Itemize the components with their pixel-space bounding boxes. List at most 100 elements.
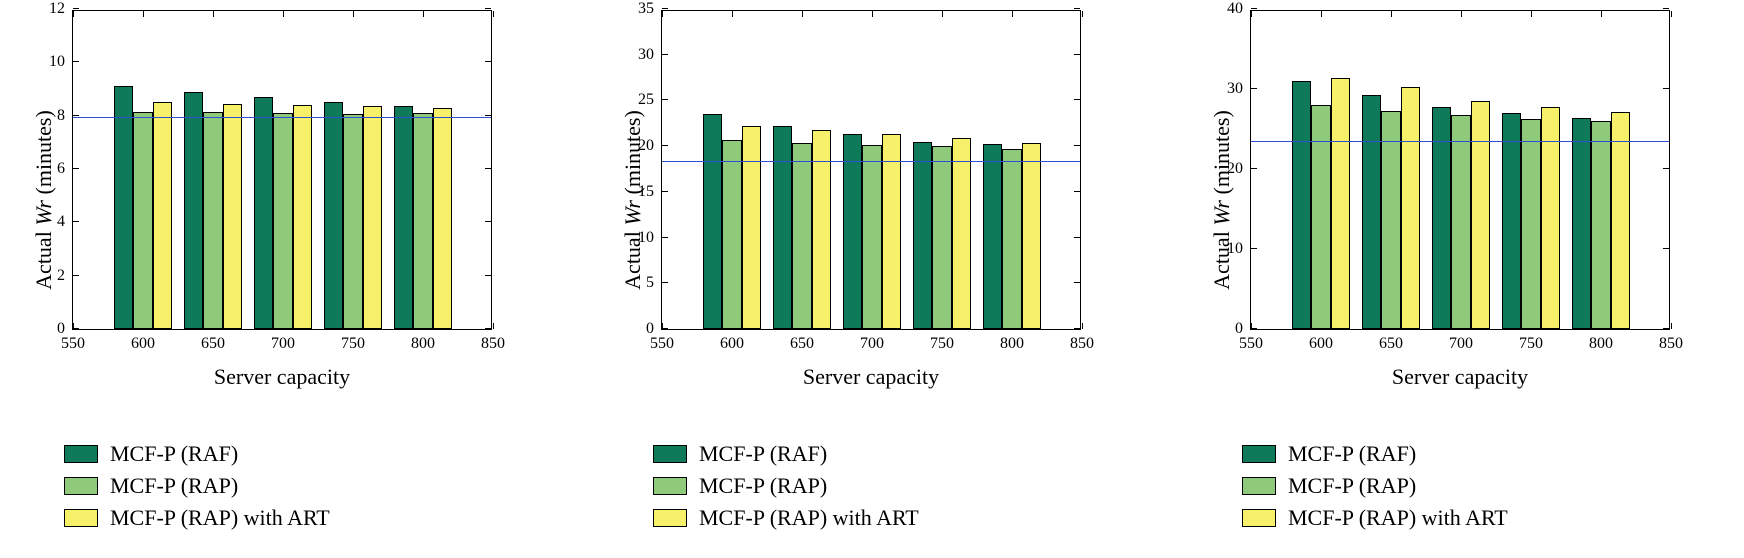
y-tick-label: 6 xyxy=(57,160,73,178)
legend-label: MCF-P (RAP) xyxy=(110,470,238,502)
y-tick-label: 4 xyxy=(57,213,73,231)
chart-panel: Actual Wr (minutes)024681012550600650700… xyxy=(20,10,492,534)
legend-item: MCF-P (RAP) xyxy=(653,470,919,502)
bar xyxy=(843,134,863,329)
bar xyxy=(254,97,274,329)
y-tick-mark xyxy=(485,61,491,62)
x-tick-label: 550 xyxy=(61,329,85,353)
x-tick-mark xyxy=(1082,11,1083,17)
y-tick-mark xyxy=(662,145,668,146)
bar xyxy=(1311,105,1331,329)
legend: MCF-P (RAF)MCF-P (RAP)MCF-P (RAP) with A… xyxy=(1242,438,1508,534)
legend-item: MCF-P (RAP) with ART xyxy=(1242,502,1508,534)
y-tick-mark xyxy=(1251,88,1257,89)
x-tick-mark xyxy=(662,11,663,17)
y-tick-mark xyxy=(1074,145,1080,146)
x-tick-mark xyxy=(1671,323,1672,329)
y-tick-mark xyxy=(1074,237,1080,238)
y-axis-label: Actual Wr (minutes) xyxy=(1209,110,1235,290)
x-tick-label: 650 xyxy=(201,329,225,353)
legend-item: MCF-P (RAF) xyxy=(1242,438,1508,470)
bar xyxy=(983,144,1003,329)
y-tick-label: 12 xyxy=(49,0,73,18)
bar xyxy=(114,86,134,329)
y-tick-mark xyxy=(1074,54,1080,55)
x-tick-label: 850 xyxy=(481,329,505,353)
bar xyxy=(324,102,344,329)
x-tick-mark xyxy=(423,11,424,17)
bar xyxy=(413,113,433,329)
bar xyxy=(433,108,453,329)
y-label-suffix: (minutes) xyxy=(31,110,56,200)
y-tick-label: 2 xyxy=(57,267,73,285)
reference-line xyxy=(1251,141,1669,142)
legend-label: MCF-P (RAP) xyxy=(699,470,827,502)
bar xyxy=(223,104,243,329)
legend-label: MCF-P (RAF) xyxy=(110,438,238,470)
y-tick-label: 5 xyxy=(646,274,662,292)
x-tick-mark xyxy=(143,11,144,17)
y-tick-label: 8 xyxy=(57,107,73,125)
y-tick-mark xyxy=(1663,88,1669,89)
y-tick-mark xyxy=(1074,191,1080,192)
x-tick-mark xyxy=(73,11,74,17)
x-tick-mark xyxy=(662,323,663,329)
y-tick-label: 20 xyxy=(638,137,662,155)
x-tick-label: 600 xyxy=(1309,329,1333,353)
reference-line xyxy=(662,161,1080,162)
x-tick-label: 750 xyxy=(341,329,365,353)
x-tick-label: 850 xyxy=(1659,329,1683,353)
legend-swatch xyxy=(64,445,98,463)
x-tick-mark xyxy=(1531,11,1532,17)
bar xyxy=(1471,101,1491,329)
bar xyxy=(1591,121,1611,329)
legend: MCF-P (RAF)MCF-P (RAP)MCF-P (RAP) with A… xyxy=(653,438,919,534)
y-tick-mark xyxy=(485,115,491,116)
bar xyxy=(773,126,793,329)
legend-item: MCF-P (RAP) xyxy=(64,470,330,502)
x-tick-mark xyxy=(802,11,803,17)
bar xyxy=(1292,81,1312,329)
bar xyxy=(1611,112,1631,329)
x-tick-label: 700 xyxy=(860,329,884,353)
legend-item: MCF-P (RAF) xyxy=(653,438,919,470)
bar xyxy=(703,114,723,329)
bar xyxy=(1331,78,1351,329)
bar xyxy=(1502,113,1522,329)
y-tick-mark xyxy=(485,168,491,169)
bar xyxy=(1401,87,1421,329)
y-tick-mark xyxy=(485,8,491,9)
x-tick-mark xyxy=(1391,11,1392,17)
x-tick-mark xyxy=(213,11,214,17)
x-axis-label: Server capacity xyxy=(1250,364,1670,390)
legend-label: MCF-P (RAF) xyxy=(699,438,827,470)
chart-panel: Actual Wr (minutes) 010203040550600650700… xyxy=(1198,10,1670,534)
bar xyxy=(363,106,383,329)
x-tick-label: 800 xyxy=(411,329,435,353)
bar xyxy=(1521,119,1541,329)
x-tick-mark xyxy=(1321,11,1322,17)
y-tick-mark xyxy=(1251,168,1257,169)
x-tick-label: 600 xyxy=(131,329,155,353)
y-tick-mark xyxy=(73,8,79,9)
legend-item: MCF-P (RAF) xyxy=(64,438,330,470)
x-tick-mark xyxy=(1671,11,1672,17)
y-label-prefix: Actual xyxy=(31,226,56,290)
bar xyxy=(1451,115,1471,329)
y-tick-mark xyxy=(485,221,491,222)
y-tick-label: 25 xyxy=(638,91,662,109)
bar xyxy=(862,145,882,329)
x-tick-mark xyxy=(942,11,943,17)
y-tick-label: 10 xyxy=(49,53,73,71)
plot-area: 05101520253035550600650700750800850 xyxy=(661,10,1081,330)
bar xyxy=(184,92,204,329)
bar xyxy=(742,126,762,329)
legend-item: MCF-P (RAP) with ART xyxy=(653,502,919,534)
legend-label: MCF-P (RAF) xyxy=(1288,438,1416,470)
y-axis-label: Actual Wr (minutes) xyxy=(31,110,57,290)
x-tick-mark xyxy=(1251,11,1252,17)
y-label-ital: Wr xyxy=(31,200,56,226)
x-tick-mark xyxy=(493,11,494,17)
legend-label: MCF-P (RAP) xyxy=(1288,470,1416,502)
plot-area: 010203040550600650700750800850 xyxy=(1250,10,1670,330)
